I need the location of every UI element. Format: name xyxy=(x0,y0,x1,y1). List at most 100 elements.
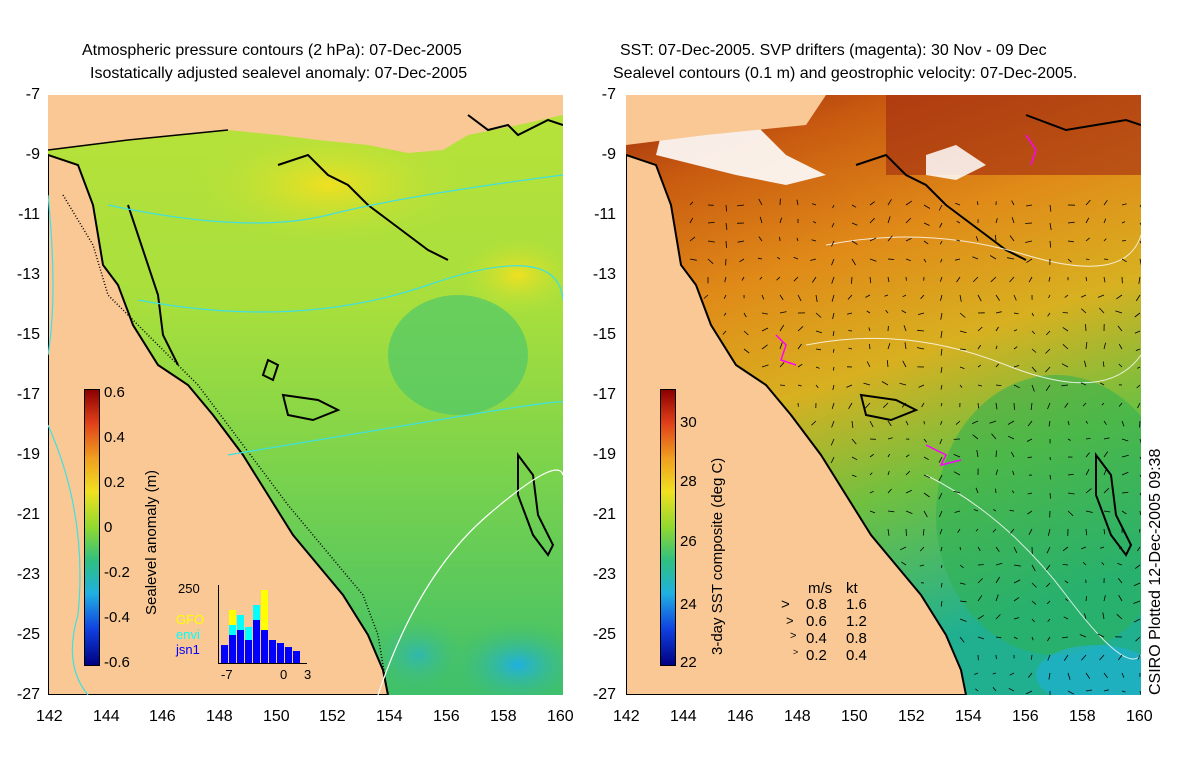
velocity-arrow xyxy=(923,240,929,245)
velocity-arrow xyxy=(723,312,727,316)
velocity-key-ms: 0.8 xyxy=(806,596,827,613)
velocity-arrow xyxy=(903,325,907,332)
velocity-arrow xyxy=(1013,402,1015,410)
velocity-arrow xyxy=(707,258,714,264)
pressure-contour xyxy=(227,401,563,456)
velocity-arrow xyxy=(959,564,964,569)
velocity-arrow xyxy=(1115,310,1123,314)
velocity-arrow xyxy=(887,528,890,536)
sst-colorbar xyxy=(660,389,676,666)
velocity-arrow xyxy=(1013,636,1018,640)
velocity-arrow xyxy=(1062,546,1069,552)
right-x-tick: 144 xyxy=(670,708,697,725)
velocity-arrow xyxy=(1011,200,1015,206)
sst-map[interactable] xyxy=(626,95,1141,695)
velocity-arrow xyxy=(1031,636,1034,641)
velocity-arrow xyxy=(1103,451,1109,458)
warm-water-patch xyxy=(886,95,1141,175)
velocity-arrow xyxy=(975,487,979,494)
velocity-arrow xyxy=(743,312,747,318)
velocity-arrow xyxy=(972,256,979,260)
velocity-arrow xyxy=(972,420,979,424)
sealevel-anomaly-map-svg xyxy=(48,95,563,695)
velocity-arrow xyxy=(1027,492,1033,495)
velocity-arrow xyxy=(1117,325,1123,332)
velocity-arrow xyxy=(831,258,835,266)
velocity-arrow xyxy=(1013,329,1018,332)
velocity-arrow xyxy=(1082,561,1087,566)
velocity-arrow xyxy=(976,201,979,206)
velocity-arrow xyxy=(1062,327,1069,332)
velocity-arrow xyxy=(887,510,895,513)
left-y-tick: -13 xyxy=(16,266,40,283)
velocity-arrow xyxy=(851,258,856,266)
sealevel-anomaly-map[interactable] xyxy=(48,95,563,695)
sealevel-colorbar-tick: 0 xyxy=(104,519,113,536)
velocity-arrow xyxy=(1081,654,1087,661)
velocity-arrow xyxy=(832,348,835,353)
velocity-arrow xyxy=(1064,294,1069,298)
velocity-arrow xyxy=(1139,240,1141,244)
velocity-arrow xyxy=(995,384,1002,386)
right-x-tick: 142 xyxy=(613,708,640,725)
velocity-arrow xyxy=(991,433,997,440)
velocity-arrow xyxy=(955,202,961,206)
left-x-tick: 146 xyxy=(149,708,176,725)
velocity-arrow xyxy=(1121,510,1127,515)
velocity-arrow xyxy=(1139,258,1141,266)
velocity-arrow xyxy=(938,456,943,463)
right-x-tick: 146 xyxy=(727,708,754,725)
velocity-arrow xyxy=(1063,616,1069,620)
velocity-arrow xyxy=(995,594,999,602)
velocity-arrow xyxy=(1045,366,1051,373)
velocity-key-kt: 1.6 xyxy=(846,596,867,613)
right-title-line1: SST: 07-Dec-2005. SVP drifters (magenta)… xyxy=(620,42,1047,59)
velocity-arrow xyxy=(940,582,943,588)
velocity-arrow xyxy=(869,258,877,262)
velocity-arrow xyxy=(793,276,799,282)
velocity-arrow xyxy=(957,528,961,533)
velocity-arrow xyxy=(959,618,967,622)
svp-drifter-track xyxy=(1025,134,1037,166)
left-x-tick: 158 xyxy=(490,708,517,725)
velocity-arrow xyxy=(959,582,966,585)
right-x-tick: 150 xyxy=(841,708,868,725)
velocity-key-ms: 0.6 xyxy=(806,613,827,630)
velocity-arrow xyxy=(887,216,891,224)
right-y-tick: -25 xyxy=(592,626,616,643)
velocity-arrow xyxy=(741,276,745,281)
velocity-arrow xyxy=(1047,312,1051,317)
velocity-arrow xyxy=(1139,528,1141,533)
right-y-tick: -17 xyxy=(592,386,616,403)
velocity-arrow xyxy=(1080,294,1087,298)
velocity-arrow xyxy=(940,600,943,607)
velocity-arrow xyxy=(776,276,781,281)
velocity-arrow xyxy=(869,343,871,350)
velocity-arrow xyxy=(865,294,871,298)
velocity-arrow xyxy=(1080,382,1087,386)
velocity-arrow xyxy=(1011,451,1015,458)
velocity-arrow xyxy=(1047,402,1051,410)
velocity-arrow xyxy=(917,312,925,315)
velocity-arrow xyxy=(938,492,943,500)
velocity-arrow xyxy=(919,546,925,552)
sst-map-svg xyxy=(626,95,1141,695)
velocity-arrow xyxy=(885,309,889,314)
velocity-arrow xyxy=(887,453,891,458)
australia-land xyxy=(626,153,968,695)
velocity-arrow xyxy=(811,239,817,242)
velocity-arrow xyxy=(869,420,874,428)
velocity-arrow xyxy=(1103,487,1110,494)
velocity-arrow xyxy=(811,203,817,206)
velocity-arrow xyxy=(1134,564,1141,569)
velocity-arrow xyxy=(902,294,907,298)
velocity-arrow xyxy=(1084,613,1087,620)
velocity-arrow xyxy=(920,294,925,300)
velocity-arrow xyxy=(796,199,799,206)
velocity-arrow xyxy=(905,528,907,536)
velocity-arrow xyxy=(758,198,763,206)
histogram-legend-jsn1: jsn1 xyxy=(176,642,200,657)
velocity-arrow xyxy=(955,420,961,425)
velocity-arrow xyxy=(1031,366,1037,373)
velocity-arrow xyxy=(1085,324,1087,332)
